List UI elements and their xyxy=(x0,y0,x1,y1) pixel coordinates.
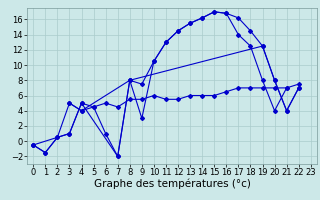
X-axis label: Graphe des températures (°c): Graphe des températures (°c) xyxy=(93,179,251,189)
